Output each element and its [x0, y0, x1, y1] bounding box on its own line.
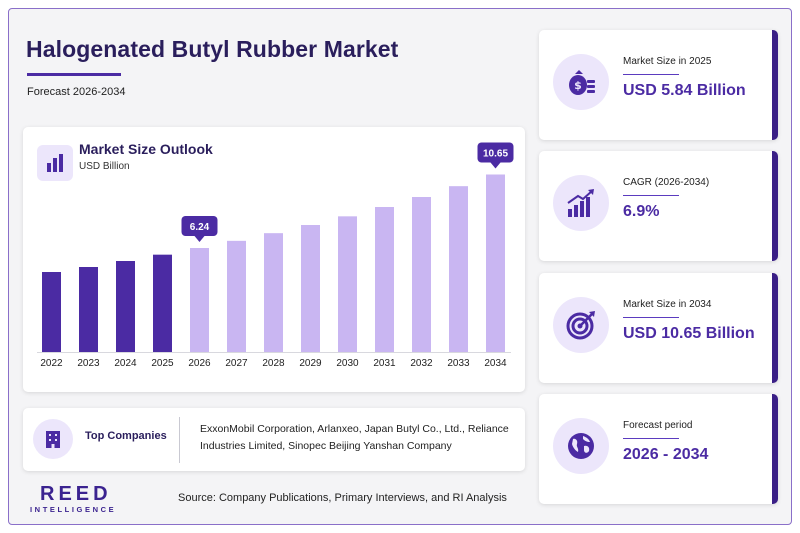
svg-text:$: $	[574, 79, 582, 92]
money-bag-icon: $	[553, 54, 609, 110]
stat-divider	[623, 438, 679, 439]
callout-2026: 6.24	[181, 216, 218, 242]
bar-2025	[153, 254, 172, 352]
stat-divider	[623, 195, 679, 196]
bar-2027	[227, 240, 246, 352]
bar-2022	[42, 272, 61, 352]
title-underline	[27, 73, 121, 76]
bar-chart-icon	[37, 145, 73, 181]
bar-2029	[301, 225, 320, 352]
x-tick-label: 2022	[40, 358, 63, 369]
companies-divider	[179, 417, 180, 463]
data-label: 10.65	[483, 149, 508, 160]
bar-2034	[486, 174, 505, 352]
top-companies-label: Top Companies	[85, 430, 167, 442]
x-tick-label: 2027	[225, 358, 248, 369]
top-companies-card: Top Companies ExxonMobil Corporation, Ar…	[23, 408, 525, 471]
bar-2032	[412, 197, 431, 352]
stat-label: CAGR (2026-2034)	[623, 177, 710, 188]
logo-tagline: INTELLIGENCE	[30, 505, 117, 514]
stat-card-market-size-2025: $ Market Size in 2025 USD 5.84 Billion	[539, 30, 778, 140]
x-tick-label: 2032	[410, 358, 433, 369]
x-tick-label: 2024	[114, 358, 137, 369]
callout-box	[181, 216, 218, 236]
x-tick-label: 2034	[484, 358, 507, 369]
logo-wordmark: REED	[40, 483, 112, 505]
stat-divider	[623, 317, 679, 318]
x-tick-label: 2031	[373, 358, 396, 369]
target-icon	[553, 297, 609, 353]
data-label: 6.24	[190, 222, 210, 233]
bar-chart: 2022 2023 2024 2025 2026 2027 2028 2029 2030 2031…	[37, 142, 514, 369]
chart-card: Market Size Outlook USD Billion 2022 2023…	[23, 127, 525, 392]
callout-pointer	[194, 236, 205, 242]
source-note: Source: Company Publications, Primary In…	[178, 492, 507, 504]
bar-2031	[375, 207, 394, 352]
stat-label: Forecast period	[623, 420, 693, 431]
bar-2030	[338, 216, 357, 352]
stat-value: 6.9%	[623, 203, 660, 220]
x-tick-label: 2028	[262, 358, 285, 369]
stat-divider	[623, 74, 679, 75]
stat-value: USD 5.84 Billion	[623, 82, 746, 99]
stat-value: USD 10.65 Billion	[623, 325, 755, 342]
x-tick-label: 2023	[77, 358, 100, 369]
x-tick-label: 2030	[336, 358, 359, 369]
x-tick-label: 2033	[447, 358, 470, 369]
chart-title: Market Size Outlook	[79, 141, 213, 157]
x-tick-label: 2029	[299, 358, 322, 369]
x-tick-label: 2025	[151, 358, 174, 369]
stat-label: Market Size in 2025	[623, 56, 712, 67]
callout-box	[477, 142, 514, 163]
stat-value: 2026 - 2034	[623, 446, 709, 463]
globe-icon	[553, 418, 609, 474]
bar-2033	[449, 186, 468, 352]
x-tick-label: 2026	[188, 358, 211, 369]
bar-2028	[264, 233, 283, 352]
page-title: Halogenated Butyl Rubber Market	[26, 36, 399, 62]
top-companies-list: ExxonMobil Corporation, Arlanxeo, Japan …	[200, 423, 509, 452]
building-icon	[33, 419, 73, 459]
page-subtitle: Forecast 2026-2034	[27, 86, 126, 98]
stat-card-cagr: CAGR (2026-2034) 6.9%	[539, 151, 778, 261]
bar-2024	[116, 261, 135, 352]
chart-unit-label: USD Billion	[79, 161, 130, 172]
callout-2034: 10.65	[477, 142, 514, 169]
callout-pointer	[490, 162, 501, 169]
bar-2023	[79, 267, 98, 352]
growth-chart-icon	[553, 175, 609, 231]
stat-card-market-size-2034: Market Size in 2034 USD 10.65 Billion	[539, 273, 778, 383]
stat-card-forecast-period: Forecast period 2026 - 2034	[539, 394, 778, 504]
stat-label: Market Size in 2034	[623, 299, 712, 310]
bar-2026	[190, 248, 209, 352]
